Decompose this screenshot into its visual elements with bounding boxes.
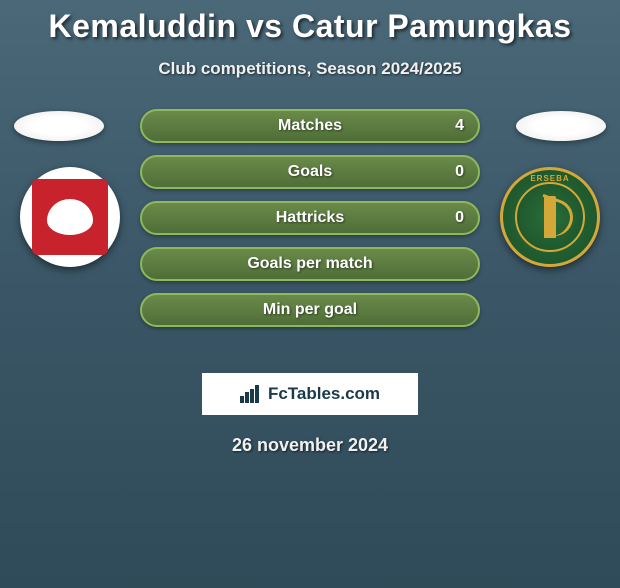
stat-row-min-per-goal: Min per goal bbox=[140, 293, 480, 327]
player-photo-right bbox=[516, 111, 606, 141]
madura-crest-icon bbox=[32, 179, 108, 255]
subtitle: Club competitions, Season 2024/2025 bbox=[0, 59, 620, 79]
stat-label: Goals per match bbox=[247, 255, 372, 273]
date-label: 26 november 2024 bbox=[0, 435, 620, 456]
persebaya-crest-icon bbox=[515, 182, 585, 252]
club-badge-left bbox=[20, 167, 120, 267]
player-photo-left bbox=[14, 111, 104, 141]
stat-row-matches: Matches 4 bbox=[140, 109, 480, 143]
stat-row-goals-per-match: Goals per match bbox=[140, 247, 480, 281]
chart-icon bbox=[240, 385, 262, 403]
stat-right-value: 4 bbox=[455, 117, 464, 135]
stat-row-hattricks: Hattricks 0 bbox=[140, 201, 480, 235]
stat-label: Matches bbox=[278, 117, 342, 135]
watermark[interactable]: FcTables.com bbox=[202, 373, 418, 415]
watermark-text: FcTables.com bbox=[268, 384, 380, 404]
comparison-panel: ERSEBA Matches 4 Goals 0 Hattricks 0 Goa… bbox=[0, 109, 620, 369]
page-title: Kemaluddin vs Catur Pamungkas bbox=[0, 8, 620, 45]
stat-rows: Matches 4 Goals 0 Hattricks 0 Goals per … bbox=[140, 109, 480, 339]
stat-row-goals: Goals 0 bbox=[140, 155, 480, 189]
stat-label: Hattricks bbox=[276, 209, 344, 227]
stat-label: Goals bbox=[288, 163, 332, 181]
stat-label: Min per goal bbox=[263, 301, 357, 319]
club-badge-right: ERSEBA bbox=[500, 167, 600, 267]
stat-right-value: 0 bbox=[455, 163, 464, 181]
stat-right-value: 0 bbox=[455, 209, 464, 227]
